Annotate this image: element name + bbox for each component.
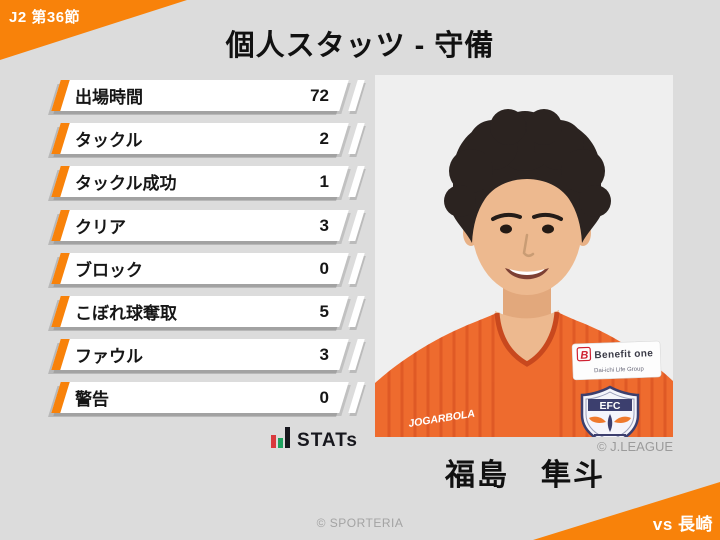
stat-accent-stripe — [51, 382, 70, 414]
stat-row: タックル成功 1 — [51, 166, 368, 198]
stat-label: ブロック — [75, 260, 143, 280]
stat-value: 0 — [319, 258, 329, 278]
stat-bar-end-slash — [348, 166, 365, 198]
stat-bar: ブロック 0 — [51, 252, 349, 284]
stat-value: 2 — [319, 128, 329, 148]
stat-row: こぼれ球奪取 5 — [51, 296, 368, 327]
stat-label: タックル成功 — [75, 174, 177, 194]
stat-label: クリア — [75, 217, 126, 237]
stat-bar-end-slash — [348, 296, 365, 327]
stats-brand-label: STATs — [297, 430, 358, 451]
sponsor-name: Benefit one — [594, 348, 653, 361]
stat-row: タックル 2 — [51, 123, 368, 155]
stat-bar-end-slash — [348, 123, 365, 155]
stat-value: 1 — [319, 171, 329, 191]
stat-bar-end-slash — [348, 80, 365, 111]
sponsor-logo-letter: B — [580, 349, 588, 361]
stat-bar-end-slash — [348, 252, 365, 284]
stat-accent-stripe — [51, 296, 70, 327]
site-credit: © SPORTERIA — [316, 516, 404, 530]
stat-label: タックル — [75, 131, 143, 151]
player-photo: B Benefit one Dai-ichi Life Group EFC JO… — [375, 75, 673, 437]
crest-initials: EFC — [600, 400, 621, 412]
stat-accent-stripe — [51, 80, 70, 111]
stat-value: 72 — [310, 85, 329, 105]
player-portrait-illustration: B Benefit one Dai-ichi Life Group EFC JO… — [375, 75, 673, 437]
stat-accent-stripe — [51, 252, 70, 284]
stat-label: 警告 — [75, 390, 109, 410]
stat-row: 出場時間 72 — [51, 80, 368, 111]
stat-row: ファウル 3 — [51, 339, 368, 371]
stat-bar-end-slash — [348, 209, 365, 241]
stat-bar: 出場時間 72 — [51, 80, 349, 111]
stat-bar: 警告 0 — [51, 382, 349, 414]
stat-bar-end-slash — [348, 339, 365, 371]
stat-label: ファウル — [75, 347, 143, 367]
stat-row: ブロック 0 — [51, 252, 368, 284]
bar-chart-icon — [271, 427, 291, 450]
photo-credit: © J.LEAGUE — [596, 439, 673, 454]
stat-label: こぼれ球奪取 — [75, 304, 177, 323]
stat-value: 0 — [319, 387, 329, 407]
stat-value: 3 — [319, 215, 329, 235]
stat-bar: タックル成功 1 — [51, 166, 349, 198]
stat-bar-end-slash — [348, 382, 365, 414]
opponent-label: vs 長崎 — [652, 515, 713, 534]
stats-brand-logo: STATs — [230, 424, 358, 450]
stat-accent-stripe — [51, 123, 70, 155]
page-title: 個人スタッツ - 守備 — [225, 30, 495, 62]
stat-value: 5 — [319, 301, 329, 321]
stat-row: クリア 3 — [51, 209, 368, 241]
stat-bar: こぼれ球奪取 5 — [51, 296, 349, 327]
stat-bar: ファウル 3 — [51, 339, 349, 371]
stat-accent-stripe — [51, 339, 70, 371]
stat-value: 3 — [319, 344, 329, 364]
player-name: 福島 隼斗 — [445, 459, 605, 492]
sponsor-group-name: Dai-ichi Life Group — [594, 366, 645, 374]
stat-bar: クリア 3 — [51, 209, 349, 241]
stat-accent-stripe — [51, 209, 70, 241]
stat-row: 警告 0 — [51, 382, 368, 414]
stat-label: 出場時間 — [75, 88, 143, 107]
matchday-label: J2 第36節 — [9, 9, 81, 26]
stat-accent-stripe — [51, 166, 70, 198]
stat-bar: タックル 2 — [51, 123, 349, 155]
